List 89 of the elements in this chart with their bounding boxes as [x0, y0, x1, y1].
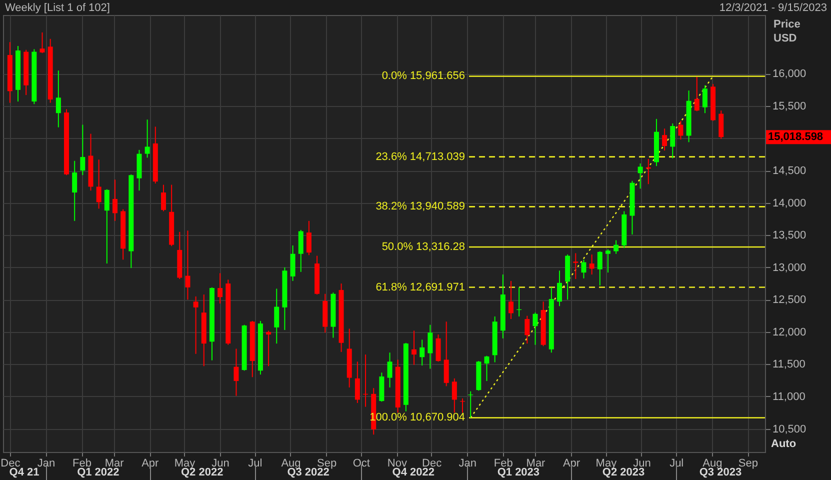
y-tick-label: 13,000 — [772, 262, 806, 274]
y-tick-label: 11,000 — [772, 390, 806, 403]
x-tick-label: Jan — [458, 458, 476, 470]
x-tick-label: Dec — [0, 458, 21, 470]
x2-tick-label: Q3 2022 — [287, 466, 330, 478]
x-tick-label: Jul — [248, 458, 262, 470]
candlestick — [234, 348, 239, 396]
x2-tick-label: Q3 2023 — [699, 466, 742, 478]
candlestick — [428, 324, 433, 370]
y-tick-label: 11,500 — [772, 358, 806, 371]
candlestick — [614, 240, 619, 254]
x-tick-label: May — [596, 458, 618, 470]
x2-tick-label: Q2 2023 — [602, 466, 645, 478]
ref-line-label: 61.8% 12,691.971 — [376, 281, 465, 294]
candlestick — [597, 250, 602, 286]
candlestick — [573, 252, 578, 280]
candlestick — [160, 184, 166, 212]
y-tick-label: 10,500 — [772, 423, 806, 436]
candlestick — [266, 330, 272, 367]
ref-line-label: 23.6% 14,713.039 — [376, 150, 465, 163]
x-tick-label: Sep — [316, 458, 337, 470]
x2-tick-label: Q1 2023 — [497, 466, 540, 478]
x-tick-label: Jun — [633, 458, 651, 470]
y-axis-title: Price USD — [774, 18, 800, 44]
x-tick-label: Mar — [526, 458, 546, 470]
candlestick — [662, 128, 668, 152]
candlestick — [581, 259, 586, 279]
candlestick — [218, 272, 223, 304]
candlestick — [718, 110, 724, 140]
candlestick — [306, 220, 312, 256]
candlestick — [80, 124, 86, 176]
candlestick — [40, 32, 45, 54]
candlestick — [274, 288, 280, 344]
x-tick-label: Aug — [281, 458, 301, 470]
candlestick — [524, 315, 530, 344]
candlestick — [56, 70, 61, 128]
candlestick — [290, 244, 296, 282]
candlestick — [144, 119, 150, 158]
candlestick — [532, 312, 538, 346]
candlestick — [412, 330, 417, 366]
x-tick-label: Mar — [104, 458, 124, 470]
candlestick — [185, 230, 190, 300]
x-tick-label: Sep — [738, 458, 758, 470]
candlestick — [694, 76, 700, 112]
candlestick — [193, 296, 198, 354]
x2-tick-label: Q1 2022 — [77, 466, 120, 478]
chart-title: Weekly [List 1 of 102] — [5, 2, 110, 14]
candlestick — [436, 334, 441, 362]
candlestick — [112, 179, 118, 222]
candlestick — [638, 162, 643, 190]
y-tick-label: 12,500 — [772, 294, 806, 306]
x-tick-label: May — [174, 458, 196, 470]
candlestick — [670, 122, 676, 159]
ref-line-label: 15,018.598 — [768, 131, 824, 144]
y-tick-label: 13,500 — [772, 230, 806, 242]
x-tick-label: Jun — [212, 458, 230, 470]
y-tick-label: 16,000 — [772, 68, 806, 80]
candlestick — [678, 120, 684, 140]
candlestick — [96, 159, 102, 210]
chart-subtitle: 12/3/2021 - 9/15/2023 — [719, 2, 827, 14]
x-tick-label: Jan — [37, 458, 56, 470]
candlestick — [387, 352, 392, 388]
candlestick — [298, 229, 304, 272]
candlestick — [556, 270, 562, 307]
x-tick-label: Dec — [422, 458, 442, 470]
ref-line-label: 0.0% 15,961.656 — [382, 70, 465, 82]
candlestick — [420, 339, 425, 366]
y-tick-label: 14,000 — [772, 197, 806, 210]
y-tick-label: 15,500 — [772, 100, 806, 113]
y-tick-label: 14,500 — [772, 165, 806, 178]
candlestick — [104, 188, 110, 264]
candlestick — [354, 361, 360, 404]
x-tick-label: Aug — [702, 458, 722, 470]
x2-tick-label: Q2 2022 — [180, 466, 224, 478]
candlestick — [452, 378, 457, 414]
y-tick-label: 12,000 — [772, 326, 806, 338]
x-tick-label: Oct — [352, 458, 370, 470]
candlestick — [484, 355, 490, 382]
text: Auto — [771, 438, 796, 450]
x2-tick-label: Q4 2022 — [392, 466, 434, 478]
candlestick — [72, 160, 78, 222]
candlestick — [508, 280, 514, 320]
ref-line-label: 50.0% 13,316.28 — [382, 240, 465, 253]
candlestick — [444, 321, 449, 387]
x2-tick-label: Q4 21 — [9, 466, 40, 478]
candlestick — [605, 248, 610, 274]
candlestick — [702, 84, 708, 114]
candlestick — [589, 254, 594, 275]
ref-line-label: 38.2% 13,940.589 — [376, 200, 465, 213]
